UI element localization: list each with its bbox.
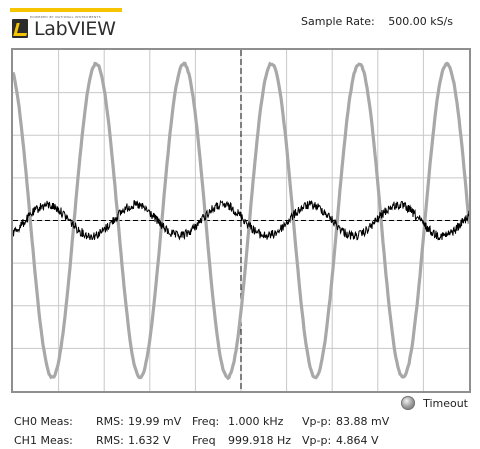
ch1-vpp-label: Vp-p: [302,434,332,447]
ch1-vpp-value: 4.864 V [336,434,379,447]
ch0-vpp-label: Vp-p: [302,415,332,428]
ch0-vpp-value: 83.88 mV [336,415,390,428]
timeout-led-icon [401,396,416,410]
sample-rate-indicator: Sample Rate: 500.00 kS/s [301,15,453,28]
ch1-freq-value: 999.918 Hz [228,434,292,447]
logo-accent-bar [10,8,122,12]
sample-rate-label: Sample Rate: [301,15,375,28]
ch1-rms-label: RMS: [96,434,124,447]
timeout-indicator: Timeout [401,395,468,411]
ch0-rms-label: RMS: [96,415,124,428]
logo-tagline: powered by national instruments [30,15,102,19]
ch1-rms-value: 1.632 V [128,434,171,447]
ch0-meas-label: CH0 Meas: [14,415,73,428]
labview-logo: powered by national instruments LabVIEW [10,8,122,40]
ch0-freq-value: 1.000 kHz [228,415,284,428]
sample-rate-value: 500.00 kS/s [388,15,453,28]
logo-wordmark: LabVIEW [34,18,116,40]
waveform-plot-area[interactable] [13,50,469,391]
ni-eagle-icon [12,19,28,38]
ch1-meas-label: CH1 Meas: [14,434,73,447]
ch1-waveform-trace [13,61,469,381]
waveform-graph[interactable] [11,48,471,393]
ch1-freq-label: Freq [192,434,216,447]
timeout-label: Timeout [423,396,468,410]
ch0-rms-value: 19.99 mV [128,415,182,428]
ch0-freq-label: Freq: [192,415,220,428]
ch0-waveform-trace [13,199,469,241]
